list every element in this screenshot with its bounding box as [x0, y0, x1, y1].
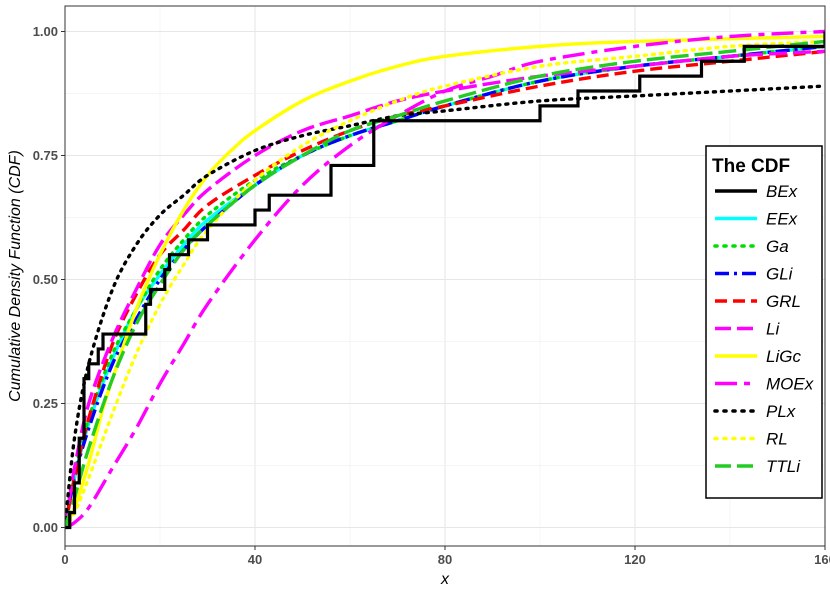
- legend-label-ga: Ga: [766, 237, 789, 256]
- x-tick-label: 120: [624, 552, 646, 567]
- legend-label-rl: RL: [766, 430, 788, 449]
- y-tick-label: 0.00: [33, 520, 58, 535]
- x-tick-label: 0: [61, 552, 68, 567]
- x-tick-label: 160: [814, 552, 830, 567]
- legend-label-li: Li: [766, 320, 780, 339]
- x-tick-label: 80: [438, 552, 452, 567]
- legend-label-grl: GRL: [766, 292, 801, 311]
- legend: The CDF BEx EEx Ga GLi GRL Li LiGc MOEx PLx RL TTL…: [705, 145, 823, 499]
- y-tick-label: 0.25: [33, 396, 58, 411]
- series-line-grl: [65, 49, 825, 528]
- series-line-ttli: [65, 39, 825, 529]
- y-axis-title: Cumulative Density Function (CDF): [7, 150, 24, 402]
- legend-label-bex: BEx: [766, 182, 798, 201]
- series-line-rl: [65, 39, 825, 530]
- legend-box: [705, 145, 823, 499]
- x-axis-title: x: [440, 571, 450, 588]
- legend-label-ttli: TTLi: [766, 457, 801, 476]
- x-tick-label: 40: [248, 552, 262, 567]
- y-tick-label: 1.00: [33, 24, 58, 39]
- y-tick-label: 0.75: [33, 148, 58, 163]
- series-layer: [65, 29, 825, 530]
- series-line-li: [65, 49, 825, 528]
- legend-label-plx: PLx: [766, 402, 796, 421]
- legend-title: The CDF: [712, 156, 790, 177]
- y-tick-label: 0.50: [33, 272, 58, 287]
- legend-label-eex: EEx: [766, 210, 798, 229]
- legend-label-ligc: LiGc: [766, 347, 801, 366]
- series-line-plx: [65, 84, 825, 530]
- axes: 0 40 80 120 160 0.00 0.25 0.50 0.75 1.00: [33, 24, 830, 567]
- legend-label-moex: MOEx: [766, 375, 814, 394]
- legend-label-gli: GLi: [766, 265, 794, 284]
- series-line-bex: [65, 31, 825, 530]
